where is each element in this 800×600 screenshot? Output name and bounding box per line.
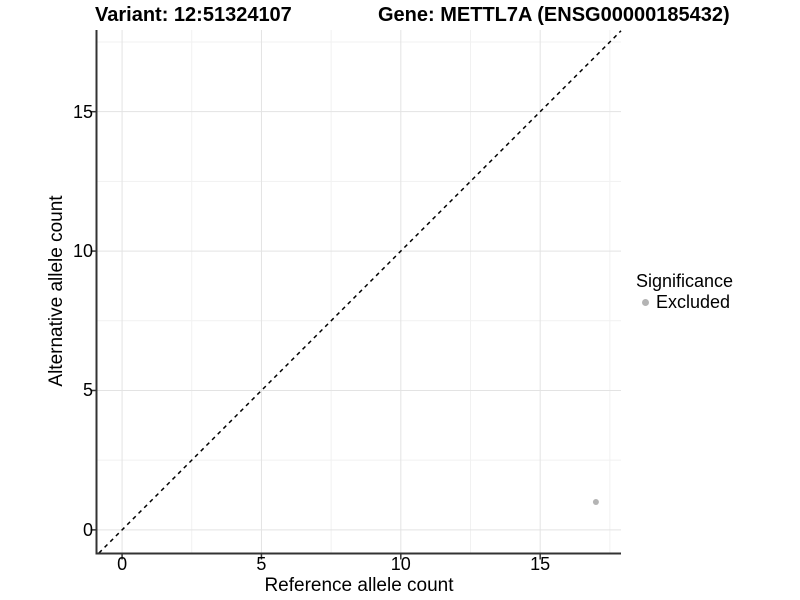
x-tick-label: 5 — [256, 554, 267, 574]
y-tick-label: 5 — [82, 380, 93, 401]
legend-title: Significance — [636, 271, 734, 291]
x-axis-title: Reference allele count — [264, 575, 454, 596]
plot-title-gene: Gene: METTL7A (ENSG00000185432) — [378, 4, 730, 26]
legend-item-excluded: Excluded — [636, 293, 733, 312]
identity-dashed-line — [98, 30, 622, 554]
excluded-point-icon — [642, 299, 649, 306]
legend-item-label: Excluded — [656, 292, 731, 312]
legend: Significance Excluded — [636, 272, 733, 312]
y-tick-label: 15 — [72, 101, 93, 122]
y-tick-label: 10 — [72, 241, 93, 262]
y-tick-label: 0 — [82, 519, 93, 540]
y-axis-title: Alternative allele count — [46, 195, 67, 387]
x-tick-label: 10 — [390, 554, 411, 574]
plot-title-variant: Variant: 12:51324107 — [95, 4, 292, 26]
x-tick-label: 0 — [117, 554, 128, 574]
x-tick-label: 15 — [530, 554, 551, 574]
data-point — [592, 498, 599, 505]
